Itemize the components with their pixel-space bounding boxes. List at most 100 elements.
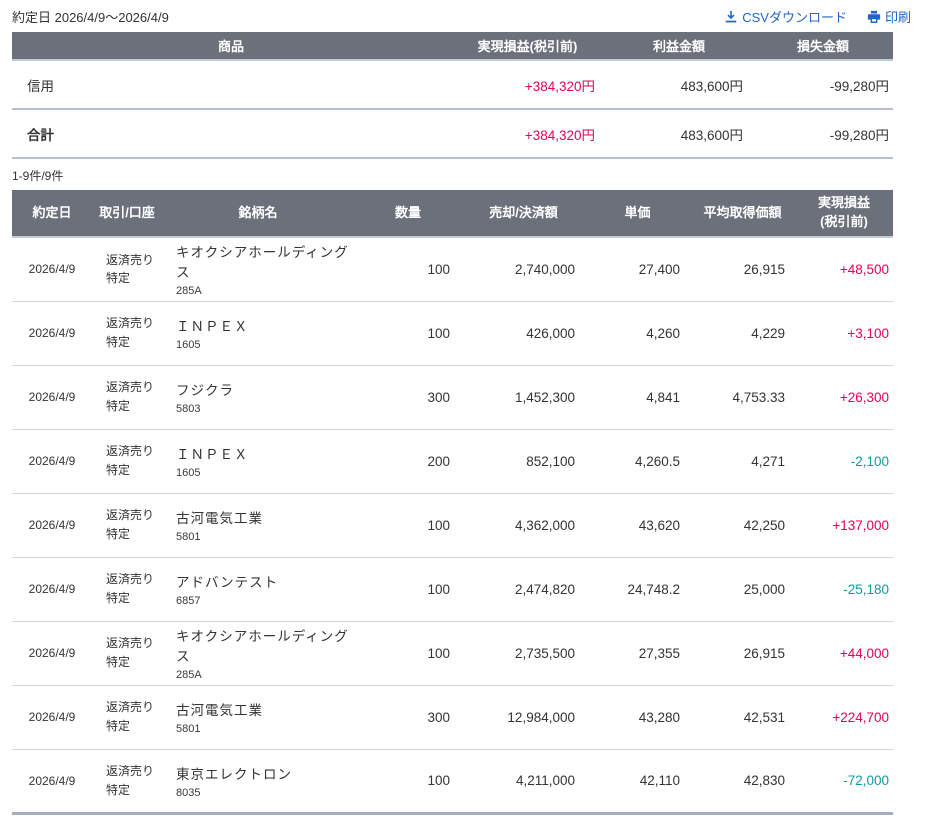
stock-cell: フジクラ 5803 [162,365,354,430]
print-link[interactable]: 印刷 [867,7,911,26]
quantity-cell: 300 [354,365,462,430]
stock-name: キオクシアホールディングス [176,629,349,664]
table-row: 2026/4/9 返済売り 特定 古河電気工業 5801 100 4,362,0… [12,493,893,558]
stock-cell: ＩＮＰＥＸ 1605 [162,429,354,494]
avg-price-cell: 26,915 [690,237,795,302]
trade-type: 返済売り [106,444,155,459]
avg-price-cell: 25,000 [690,557,795,622]
table-row: 2026/4/9 返済売り 特定 ＩＮＰＥＸ 1605 200 852,100 … [12,429,893,494]
execution-date-cell: 2026/4/9 [12,621,92,686]
header-realized-pl: 実現損益 (税引前) [795,190,893,238]
stock-name: アドバンテスト [176,575,279,590]
header-avg-acquisition-price: 平均取得価額 [690,190,795,238]
stock-code: 1605 [176,339,201,351]
execution-date-cell: 2026/4/9 [12,557,92,622]
stock-code: 285A [176,285,202,298]
toolbar: 約定日 2026/4/9～2026/4/9 CSVダウンロード 印刷 [0,0,925,32]
stock-cell: キオクシアホールディングス 285A [162,621,354,686]
header-unit-price: 単価 [585,190,690,238]
summary-header-loss: 損失金額 [753,32,893,61]
trade-type: 返済売り [106,380,155,395]
execution-date-cell: 2026/4/9 [12,749,92,815]
quantity-cell: 100 [354,237,462,302]
trade-account-cell: 返済売り 特定 [92,365,162,430]
summary-header-row: 商品 実現損益(税引前) 利益金額 損失金額 [12,32,893,61]
detail-table: 約定日 取引/口座 銘柄名 数量 売却/決済額 単価 平均取得価額 実現損益 (… [12,190,893,815]
loss-value: -99,280円 [753,60,893,110]
trade-account-cell: 返済売り 特定 [92,621,162,686]
unit-price-cell: 43,620 [585,493,690,558]
stock-code: 5801 [176,531,201,543]
summary-row: 信用 +384,320円 483,600円 -99,280円 [12,60,893,110]
trade-type: 返済売り [106,700,155,715]
trade-type: 返済売り [106,316,155,331]
summary-header-realized-pl: 実現損益(税引前) [450,32,605,61]
toolbar-links: CSVダウンロード 印刷 [724,7,911,26]
sale-amount-cell: 426,000 [462,301,585,366]
trade-account-cell: 返済売り 特定 [92,301,162,366]
sale-amount-cell: 2,740,000 [462,237,585,302]
stock-cell: 古河電気工業 5801 [162,685,354,750]
profit-value: 483,600円 [605,60,753,110]
stock-code: 1605 [176,467,201,479]
trade-date-range: 約定日 2026/4/9～2026/4/9 [12,10,169,25]
header-quantity: 数量 [354,190,462,238]
stock-cell: 東京エレクトロン 8035 [162,749,354,815]
result-count: 1-9件/9件 [12,169,64,183]
execution-date-cell: 2026/4/9 [12,237,92,302]
quantity-cell: 100 [354,749,462,815]
trade-type: 返済売り [106,572,155,587]
execution-date-cell: 2026/4/9 [12,365,92,430]
avg-price-cell: 26,915 [690,621,795,686]
print-label: 印刷 [884,10,911,25]
realized-pl-cell: -25,180 [795,557,893,622]
avg-price-cell: 4,271 [690,429,795,494]
sale-amount-cell: 2,474,820 [462,557,585,622]
loss-value: -99,280円 [753,109,893,159]
execution-date-cell: 2026/4/9 [12,429,92,494]
trade-account-cell: 返済売り 特定 [92,429,162,494]
account-type: 特定 [106,527,131,541]
realized-pl-cell: -72,000 [795,749,893,815]
quantity-cell: 300 [354,685,462,750]
table-row: 2026/4/9 返済売り 特定 東京エレクトロン 8035 100 4,211… [12,749,893,815]
header-stock-name: 銘柄名 [162,190,354,238]
quantity-cell: 100 [354,621,462,686]
header-trade-account: 取引/口座 [92,190,162,238]
csv-download-link[interactable]: CSVダウンロード [724,7,847,26]
account-type: 特定 [106,399,131,413]
quantity-cell: 100 [354,301,462,366]
csv-download-label: CSVダウンロード [742,10,847,25]
table-row: 2026/4/9 返済売り 特定 古河電気工業 5801 300 12,984,… [12,685,893,750]
sale-amount-cell: 4,362,000 [462,493,585,558]
stock-cell: 古河電気工業 5801 [162,493,354,558]
product-label: 合計 [12,109,450,159]
stock-name: フジクラ [176,383,234,398]
quantity-cell: 200 [354,429,462,494]
unit-price-cell: 42,110 [585,749,690,815]
stock-name: キオクシアホールディングス [176,245,349,281]
realized-pl-cell: +48,500 [795,237,893,302]
unit-price-cell: 4,260 [585,301,690,366]
trade-account-cell: 返済売り 特定 [92,237,162,302]
unit-price-cell: 4,841 [585,365,690,430]
account-type: 特定 [106,591,131,605]
execution-date-cell: 2026/4/9 [12,301,92,366]
account-type: 特定 [106,719,131,733]
quantity-cell: 100 [354,557,462,622]
stock-cell: キオクシアホールディングス 285A [162,237,354,302]
summary-row: 合計 +384,320円 483,600円 -99,280円 [12,109,893,159]
realized-pl-cell: +26,300 [795,365,893,430]
stock-code: 285A [176,669,202,681]
avg-price-cell: 42,531 [690,685,795,750]
avg-price-cell: 42,250 [690,493,795,558]
sale-amount-cell: 2,735,500 [462,621,585,686]
table-row: 2026/4/9 返済売り 特定 フジクラ 5803 300 1,452,300… [12,365,893,430]
product-label: 信用 [12,60,450,110]
account-type: 特定 [106,463,131,477]
realized-pl-cell: +44,000 [795,621,893,686]
unit-price-cell: 27,355 [585,621,690,686]
account-type: 特定 [106,335,131,349]
sale-amount-cell: 852,100 [462,429,585,494]
unit-price-cell: 43,280 [585,685,690,750]
